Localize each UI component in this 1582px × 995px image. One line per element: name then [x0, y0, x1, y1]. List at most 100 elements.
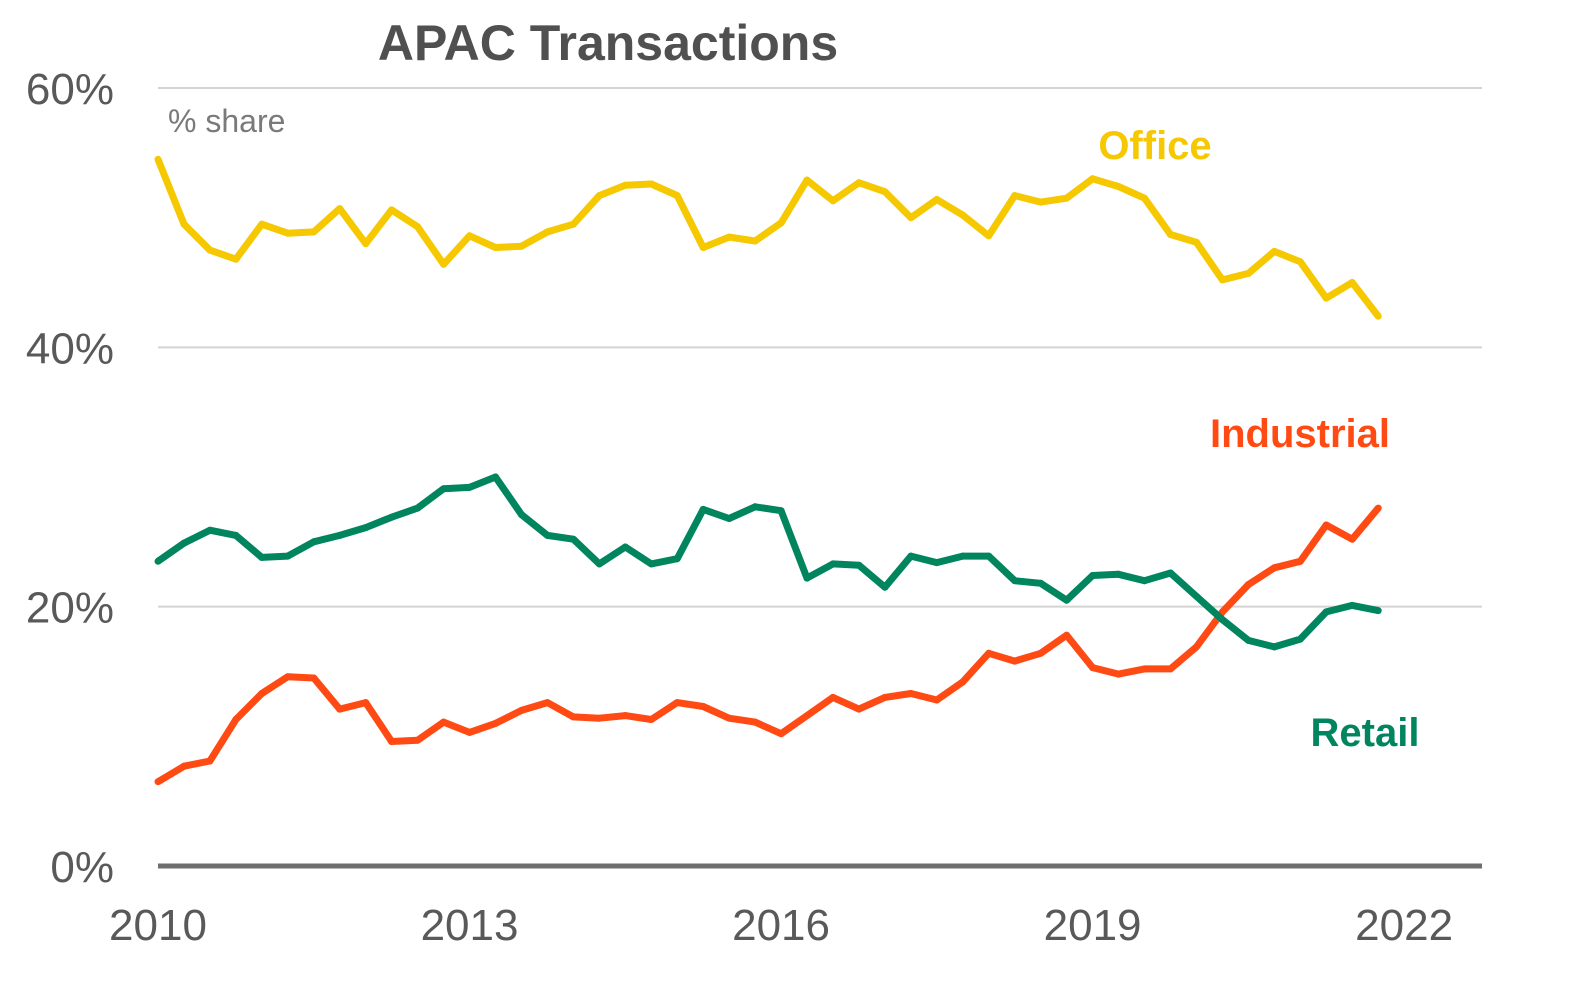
data-point-industrial-22 — [725, 714, 733, 722]
data-point-industrial-27 — [855, 705, 863, 713]
data-point-retail-30 — [933, 559, 941, 567]
data-point-office-17 — [595, 192, 603, 200]
data-point-industrial-4 — [258, 690, 266, 697]
series-points-industrial — [154, 504, 1382, 786]
data-point-retail-2 — [206, 526, 214, 534]
x-tick-label-2022: 2022 — [1355, 901, 1453, 950]
series-label-office: Office — [1098, 124, 1211, 168]
data-point-industrial-8 — [362, 699, 370, 707]
data-point-retail-42 — [1244, 636, 1252, 644]
data-point-industrial-7 — [336, 705, 344, 713]
data-point-industrial-23 — [751, 718, 759, 726]
data-point-office-14 — [518, 242, 525, 250]
data-point-retail-28 — [881, 583, 889, 591]
data-point-industrial-10 — [414, 736, 422, 744]
data-point-industrial-11 — [440, 718, 448, 726]
data-point-office-36 — [1089, 175, 1097, 183]
data-point-retail-44 — [1296, 635, 1304, 643]
data-point-retail-16 — [569, 535, 577, 543]
data-point-retail-17 — [595, 560, 603, 568]
data-point-office-28 — [881, 188, 889, 196]
data-point-retail-0 — [154, 557, 162, 565]
data-point-industrial-3 — [232, 716, 240, 723]
data-point-office-37 — [1115, 183, 1122, 190]
data-point-retail-1 — [180, 539, 188, 547]
data-point-industrial-35 — [1063, 631, 1071, 639]
series-label-industrial: Industrial — [1210, 412, 1390, 456]
data-point-office-46 — [1348, 279, 1356, 286]
y-tick-label-40: 40% — [26, 324, 114, 373]
unit-label: % share — [168, 103, 285, 139]
data-point-office-21 — [699, 244, 707, 251]
data-point-retail-47 — [1374, 607, 1382, 615]
chart-title: APAC Transactions — [378, 15, 838, 71]
data-point-office-8 — [362, 240, 370, 248]
data-point-retail-37 — [1115, 570, 1122, 578]
data-point-retail-35 — [1063, 596, 1071, 604]
data-point-industrial-18 — [621, 712, 629, 720]
data-point-industrial-15 — [543, 699, 551, 707]
data-point-retail-8 — [362, 524, 370, 532]
data-point-industrial-0 — [154, 778, 162, 786]
data-point-retail-22 — [725, 515, 733, 522]
data-point-retail-5 — [284, 552, 292, 560]
data-point-retail-14 — [518, 511, 525, 519]
data-point-industrial-16 — [569, 713, 577, 721]
data-point-retail-26 — [829, 560, 837, 568]
data-point-office-25 — [803, 176, 811, 184]
y-tick-label-0: 0% — [50, 843, 114, 892]
series-line-industrial — [156, 505, 1381, 785]
data-point-office-9 — [388, 206, 396, 214]
data-point-office-13 — [492, 244, 499, 251]
data-point-retail-13 — [492, 473, 499, 481]
data-point-retail-15 — [543, 531, 551, 539]
data-point-industrial-44 — [1296, 557, 1304, 565]
data-point-industrial-1 — [180, 762, 188, 770]
data-point-office-41 — [1218, 276, 1226, 284]
data-point-office-1 — [180, 220, 188, 228]
data-point-retail-7 — [336, 531, 344, 539]
data-point-industrial-37 — [1115, 670, 1122, 678]
data-point-office-33 — [1011, 192, 1019, 200]
data-point-retail-3 — [232, 531, 240, 539]
data-point-industrial-17 — [595, 714, 603, 722]
data-point-office-15 — [543, 228, 551, 236]
series-lines — [154, 155, 1382, 786]
data-point-industrial-38 — [1141, 665, 1148, 673]
axes: 0% 20% 40% 60% 2010 2013 2016 2019 2022 — [26, 65, 1482, 950]
data-point-industrial-13 — [492, 719, 499, 727]
data-point-industrial-34 — [1037, 649, 1045, 657]
data-point-industrial-9 — [388, 738, 396, 745]
data-point-office-32 — [985, 232, 993, 240]
data-point-office-22 — [725, 233, 733, 241]
data-point-office-7 — [336, 205, 344, 213]
data-point-industrial-36 — [1089, 664, 1097, 672]
data-point-retail-12 — [466, 483, 473, 491]
data-point-retail-40 — [1192, 592, 1200, 600]
data-point-industrial-40 — [1192, 643, 1200, 651]
data-point-office-43 — [1270, 247, 1278, 255]
data-point-office-45 — [1322, 294, 1330, 302]
data-point-industrial-45 — [1322, 521, 1330, 529]
data-point-office-3 — [232, 255, 240, 263]
data-point-office-2 — [206, 246, 214, 254]
data-point-office-31 — [959, 211, 967, 219]
data-point-office-29 — [907, 214, 915, 222]
data-point-office-10 — [414, 223, 422, 231]
data-point-office-5 — [284, 229, 292, 237]
data-point-retail-36 — [1089, 572, 1097, 579]
data-point-office-6 — [310, 228, 318, 236]
data-point-industrial-29 — [907, 690, 915, 697]
data-point-industrial-32 — [985, 649, 993, 657]
series-label-retail: Retail — [1311, 711, 1420, 755]
x-tick-label-2010: 2010 — [109, 901, 207, 950]
labels: APAC Transactions % share Office Industr… — [168, 15, 1419, 755]
data-point-retail-27 — [855, 561, 863, 569]
data-point-industrial-31 — [959, 678, 967, 686]
data-point-office-38 — [1141, 194, 1148, 202]
data-point-retail-25 — [803, 574, 811, 582]
data-point-retail-43 — [1270, 643, 1278, 651]
series-points-retail — [154, 473, 1382, 651]
data-point-retail-46 — [1348, 601, 1356, 609]
